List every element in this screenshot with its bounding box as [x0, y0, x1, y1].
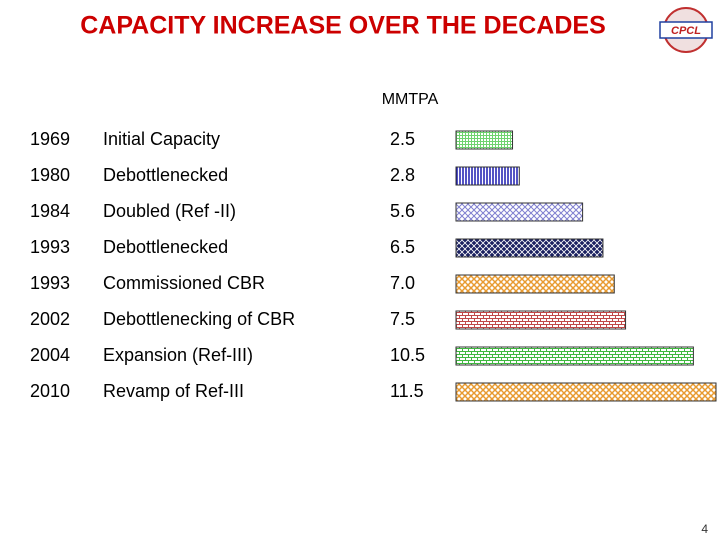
- category-label: Expansion (Ref-III): [103, 345, 253, 365]
- bar: [455, 274, 615, 294]
- year-label: 1984: [30, 201, 70, 221]
- year-label: 2004: [30, 345, 70, 365]
- category-label: Doubled (Ref -II): [103, 201, 236, 221]
- year-label: 1993: [30, 237, 70, 257]
- year-label: 2002: [30, 309, 70, 329]
- year-label: 1969: [30, 129, 70, 149]
- bar: [455, 346, 694, 366]
- unit-label: MMTPA: [382, 91, 439, 108]
- logo-text: CPCL: [671, 25, 701, 37]
- category-label: Debottlenecked: [103, 165, 228, 185]
- value-label: 2.5: [390, 129, 415, 149]
- year-label: 2010: [30, 381, 70, 401]
- bar: [455, 310, 627, 330]
- value-label: 11.5: [390, 381, 424, 401]
- page-number: 4: [701, 522, 708, 536]
- year-label: 1993: [30, 273, 70, 293]
- bar: [455, 238, 604, 258]
- value-label: 10.5: [390, 345, 425, 365]
- value-label: 7.5: [390, 309, 415, 329]
- bar: [455, 382, 717, 402]
- category-label: Initial Capacity: [103, 129, 220, 149]
- value-label: 2.8: [390, 165, 415, 185]
- bar: [455, 130, 514, 150]
- bar: [455, 166, 520, 186]
- value-label: 5.6: [390, 201, 415, 221]
- year-label: 1980: [30, 165, 70, 185]
- bar: [455, 202, 584, 222]
- logo: CPCL: [659, 7, 713, 53]
- value-label: 6.5: [390, 237, 415, 257]
- category-label: Debottlenecked: [103, 237, 228, 257]
- category-label: Revamp of Ref-III: [103, 381, 244, 401]
- slide-title: CAPACITY INCREASE OVER THE DECADES: [80, 12, 606, 40]
- category-label: Commissioned CBR: [103, 273, 265, 293]
- value-label: 7.0: [390, 273, 415, 293]
- category-label: Debottlenecking of CBR: [103, 309, 295, 329]
